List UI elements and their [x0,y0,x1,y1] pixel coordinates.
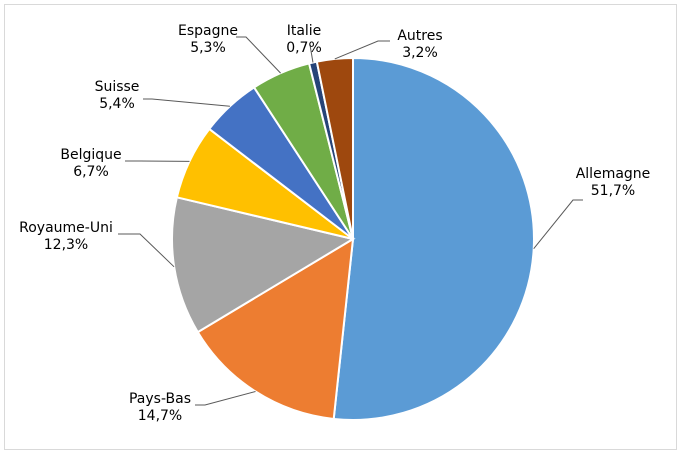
data-label-value-suisse: 5,4% [99,96,135,112]
data-label-name-italie: Italie [287,23,322,39]
leader-line-espagne [236,36,281,74]
data-label-name-espagne: Espagne [178,23,238,39]
leader-line-suisse [143,98,230,107]
data-label-value-italie: 0,7% [286,40,322,56]
leader-line-pays-bas [195,391,256,406]
pie-slice-pays-bas [196,237,355,421]
pie-slices [171,56,535,421]
data-label-value-allemagne: 51,7% [591,183,635,199]
leader-line-autres [334,40,390,60]
data-label-name-autres: Autres [397,28,442,44]
data-label-value-royaume-uni: 12,3% [44,237,88,253]
data-label-name-suisse: Suisse [95,79,140,95]
data-label-name-allemagne: Allemagne [576,166,651,182]
leader-line-allemagne [533,199,583,250]
data-label-name-royaume-uni: Royaume-Uni [19,220,113,236]
leader-line-royaume-uni [118,233,175,268]
data-label-name-belgique: Belgique [60,147,121,163]
pie-slice-allemagne [332,56,535,421]
pie-slice-royaume-uni [171,196,356,334]
data-label-name-pays-bas: Pays-Bas [129,391,191,407]
leader-line-italie [309,44,314,63]
leader-lines [118,36,583,406]
data-label-value-autres: 3,2% [402,45,438,61]
data-label-value-pays-bas: 14,7% [138,408,182,424]
data-label-value-belgique: 6,7% [73,164,109,180]
data-label-value-espagne: 5,3% [190,40,226,56]
